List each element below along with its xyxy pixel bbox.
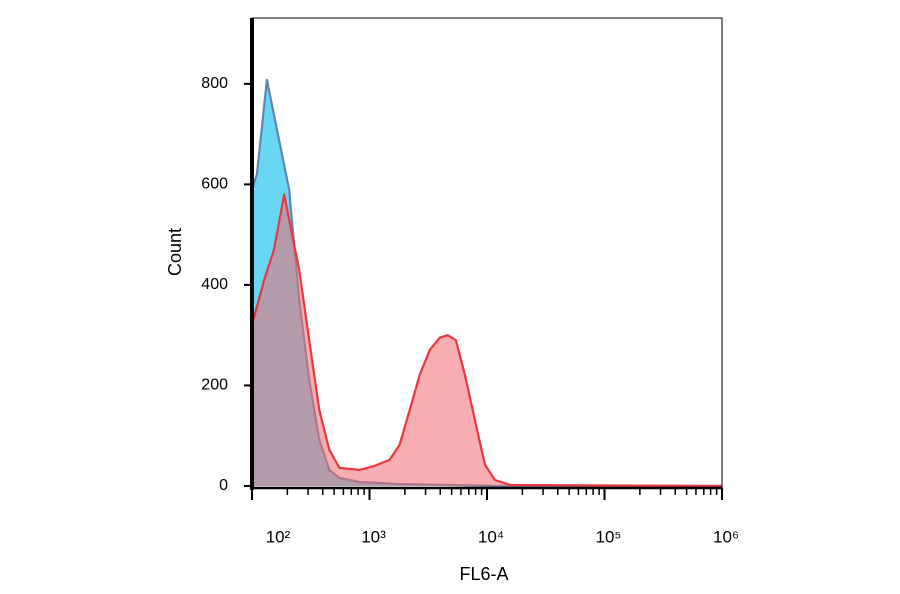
y-tick-label: 800 <box>201 75 228 92</box>
line <box>250 193 723 488</box>
x-tick-label: 10⁵ <box>596 527 622 546</box>
area <box>252 194 722 486</box>
x-axis-label: FL6-A <box>459 564 508 584</box>
x-tick-label: 10² <box>266 527 291 546</box>
y-tick-label: 400 <box>201 276 228 293</box>
y-axis-label: Count <box>165 228 185 276</box>
y-tick-label: 0 <box>219 477 228 494</box>
x-tick-label: 10⁴ <box>478 527 504 546</box>
x-tick-label: 10³ <box>361 527 386 546</box>
x-tick-label: 10⁶ <box>713 527 739 546</box>
y-tick-label: 200 <box>201 377 228 394</box>
plot-frame <box>251 17 723 489</box>
y-tick-label: 600 <box>201 176 228 193</box>
